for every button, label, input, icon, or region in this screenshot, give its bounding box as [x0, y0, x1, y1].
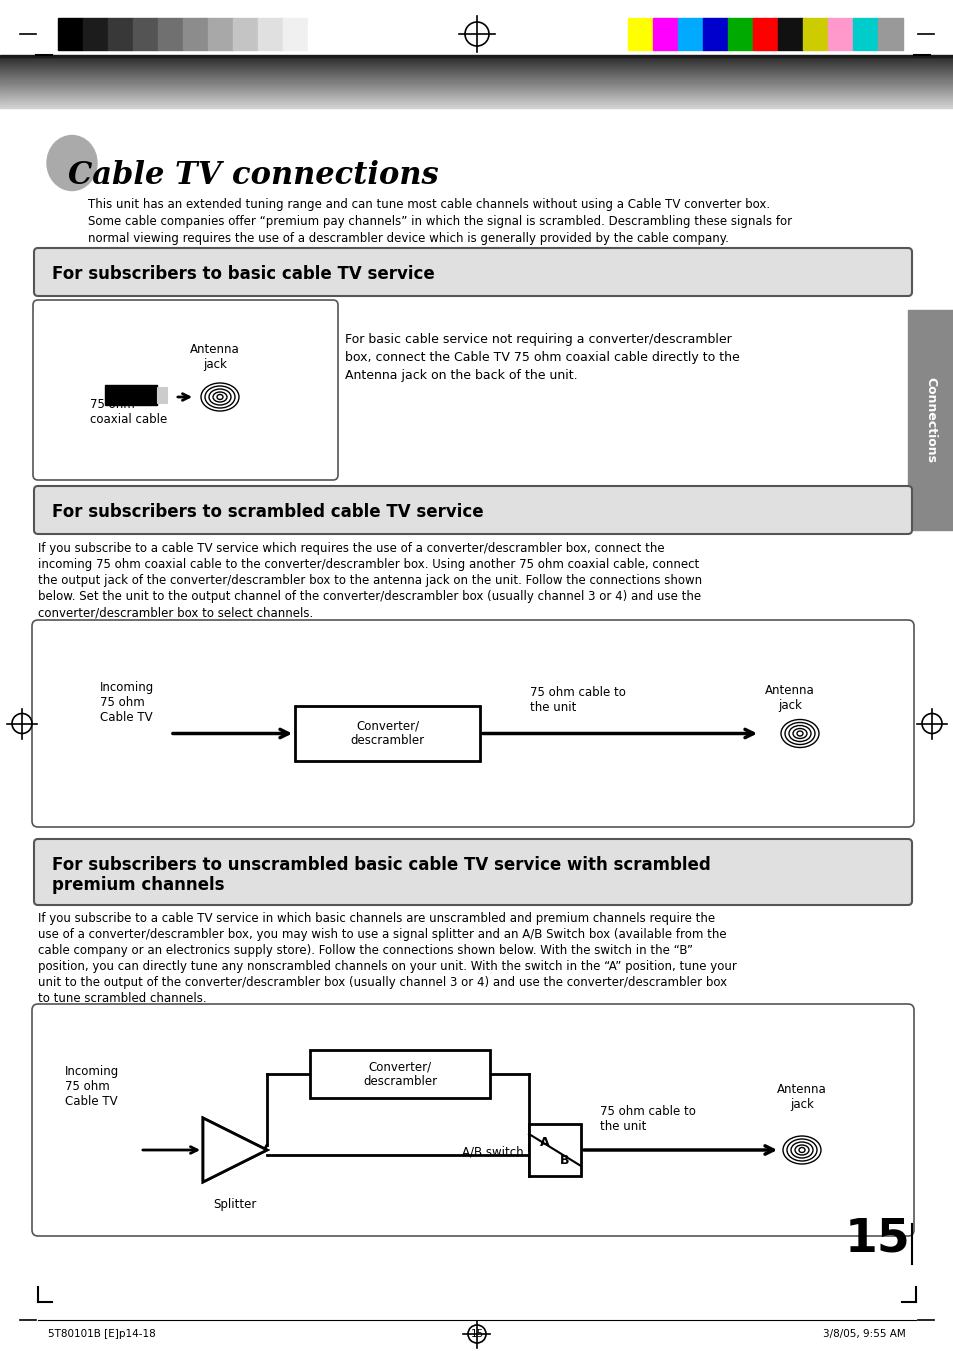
Text: position, you can directly tune any nonscrambled channels on your unit. With the: position, you can directly tune any nons…: [38, 961, 736, 973]
Text: B: B: [559, 1154, 569, 1166]
Text: incoming 75 ohm coaxial cable to the converter/descrambler box. Using another 75: incoming 75 ohm coaxial cable to the con…: [38, 558, 699, 571]
Text: If you subscribe to a cable TV service which requires the use of a converter/des: If you subscribe to a cable TV service w…: [38, 542, 664, 555]
Bar: [627, 18, 652, 50]
Text: Cable TV connections: Cable TV connections: [68, 159, 438, 190]
Text: For subscribers to scrambled cable TV service: For subscribers to scrambled cable TV se…: [52, 503, 483, 521]
Text: Incoming
75 ohm
Cable TV: Incoming 75 ohm Cable TV: [100, 681, 154, 724]
Bar: [132, 18, 158, 50]
Text: Splitter: Splitter: [213, 1198, 256, 1210]
Bar: [233, 18, 257, 50]
Bar: [778, 18, 802, 50]
Text: Converter/
descrambler: Converter/ descrambler: [362, 1061, 436, 1088]
FancyBboxPatch shape: [34, 839, 911, 905]
FancyBboxPatch shape: [34, 486, 911, 534]
Bar: [310, 1050, 490, 1098]
Bar: [157, 386, 167, 403]
Bar: [58, 18, 83, 50]
Bar: [727, 18, 752, 50]
Bar: [0, 55, 953, 57]
Bar: [652, 18, 678, 50]
Text: A/B switch: A/B switch: [462, 1146, 523, 1159]
Text: For basic cable service not requiring a converter/descrambler
box, connect the C: For basic cable service not requiring a …: [345, 332, 739, 382]
Bar: [83, 18, 108, 50]
Text: 75 ohm
coaxial cable: 75 ohm coaxial cable: [90, 399, 167, 426]
Bar: [183, 18, 208, 50]
Text: 75 ohm cable to
the unit: 75 ohm cable to the unit: [599, 1105, 695, 1133]
Bar: [907, 309, 953, 530]
Text: Antenna
jack: Antenna jack: [764, 684, 814, 712]
Text: Some cable companies offer “premium pay channels” in which the signal is scrambl: Some cable companies offer “premium pay …: [88, 215, 791, 228]
FancyBboxPatch shape: [32, 1004, 913, 1236]
Text: normal viewing requires the use of a descrambler device which is generally provi: normal viewing requires the use of a des…: [88, 232, 728, 245]
Bar: [529, 1124, 580, 1175]
Text: unit to the output of the converter/descrambler box (usually channel 3 or 4) and: unit to the output of the converter/desc…: [38, 975, 726, 989]
Polygon shape: [203, 1119, 267, 1182]
Bar: [702, 18, 727, 50]
Text: below. Set the unit to the output channel of the converter/descrambler box (usua: below. Set the unit to the output channe…: [38, 590, 700, 603]
Bar: [802, 18, 827, 50]
Text: use of a converter/descrambler box, you may wish to use a signal splitter and an: use of a converter/descrambler box, you …: [38, 928, 726, 942]
Bar: [827, 18, 852, 50]
Text: converter/descrambler box to select channels.: converter/descrambler box to select chan…: [38, 607, 313, 619]
Text: the output jack of the converter/descrambler box to the antenna jack on the unit: the output jack of the converter/descram…: [38, 574, 701, 586]
Text: 3/8/05, 9:55 AM: 3/8/05, 9:55 AM: [822, 1329, 905, 1339]
Text: Converter/
descrambler: Converter/ descrambler: [350, 720, 424, 747]
Text: For subscribers to unscrambled basic cable TV service with scrambled: For subscribers to unscrambled basic cab…: [52, 857, 710, 874]
Text: For subscribers to basic cable TV service: For subscribers to basic cable TV servic…: [52, 265, 435, 282]
Bar: [877, 18, 902, 50]
Text: 15: 15: [470, 1329, 483, 1339]
Text: 15: 15: [843, 1217, 909, 1262]
Polygon shape: [203, 1119, 267, 1182]
Bar: [294, 707, 479, 761]
Bar: [852, 18, 877, 50]
Bar: [752, 18, 778, 50]
Ellipse shape: [47, 135, 97, 190]
Bar: [158, 18, 183, 50]
Text: If you subscribe to a cable TV service in which basic channels are unscrambled a: If you subscribe to a cable TV service i…: [38, 912, 715, 925]
Bar: [308, 18, 333, 50]
FancyBboxPatch shape: [34, 249, 911, 296]
Bar: [208, 18, 233, 50]
FancyBboxPatch shape: [32, 620, 913, 827]
Text: Antenna
jack: Antenna jack: [777, 1084, 826, 1111]
Text: This unit has an extended tuning range and can tune most cable channels without : This unit has an extended tuning range a…: [88, 199, 769, 211]
Text: cable company or an electronics supply store). Follow the connections shown belo: cable company or an electronics supply s…: [38, 944, 692, 957]
Text: 75 ohm cable to
the unit: 75 ohm cable to the unit: [530, 686, 625, 713]
Text: A: A: [539, 1135, 549, 1148]
Bar: [105, 385, 157, 405]
Bar: [108, 18, 132, 50]
Text: to tune scrambled channels.: to tune scrambled channels.: [38, 992, 207, 1005]
Text: premium channels: premium channels: [52, 875, 224, 894]
Bar: [283, 18, 308, 50]
Text: Connections: Connections: [923, 377, 937, 463]
Text: 5T80101B [E]p14-18: 5T80101B [E]p14-18: [48, 1329, 155, 1339]
Text: Incoming
75 ohm
Cable TV: Incoming 75 ohm Cable TV: [65, 1065, 119, 1108]
Bar: [678, 18, 702, 50]
Bar: [257, 18, 283, 50]
Text: Antenna
jack: Antenna jack: [190, 343, 239, 372]
FancyBboxPatch shape: [33, 300, 337, 480]
